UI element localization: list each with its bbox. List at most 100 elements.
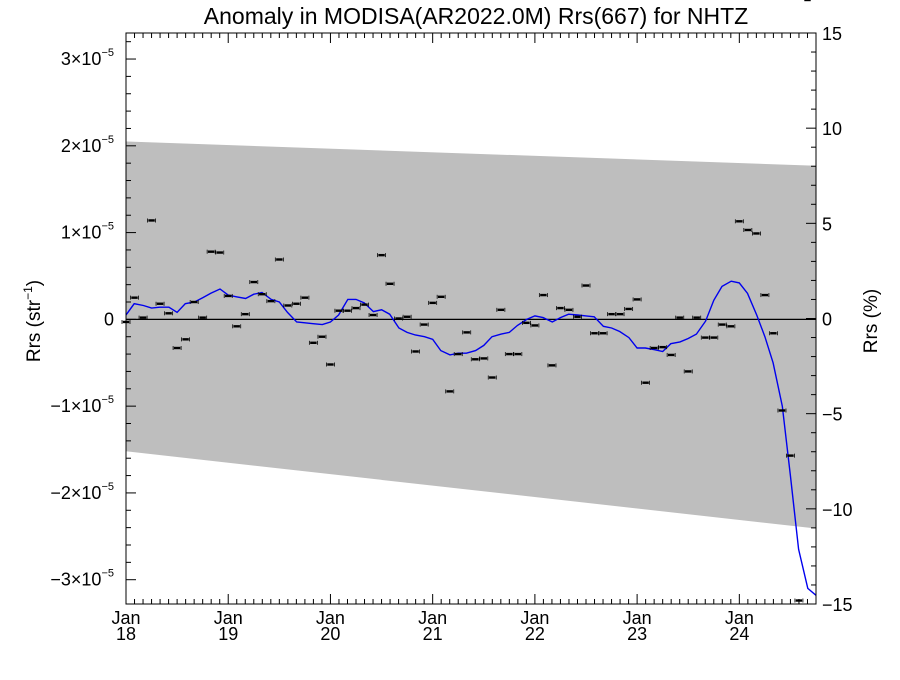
data-point-19 [283,303,293,308]
smoothed-line [125,280,817,596]
y-tick-label-times: ×10 [71,483,102,503]
x-tick-label-month: Jan [316,608,345,628]
data-point-15 [249,280,259,285]
y-tick-label-right: 0 [822,310,832,330]
data-point-3 [147,218,156,223]
data-point-32 [394,316,404,321]
data-point-38 [445,389,455,394]
x-tick-label-year: 20 [320,624,340,644]
data-point-47 [522,320,531,325]
y-tick-label-right: 15 [822,24,842,44]
data-point-18 [274,257,284,262]
data-point-17 [266,299,276,304]
y-tick-label-mantissa: 0 [104,309,114,329]
y-tick-label-mantissa: 1 [61,223,71,243]
data-point-62 [649,346,659,351]
y-tick-label-mantissa: −2 [50,483,71,503]
data-point-43 [487,375,497,380]
y-tick-label-right: −5 [822,405,843,425]
data-point-37 [436,294,446,299]
data-point-24 [326,362,335,367]
monthly-points-layer [121,0,811,603]
data-point-13 [232,324,242,329]
data-point-33 [402,314,412,319]
data-point-76 [768,331,778,336]
x-tick-label-year: 24 [729,624,749,644]
x-tick-label-month: Jan [725,608,754,628]
data-point-25 [334,308,344,313]
y-tick-label-right: 5 [822,214,832,234]
y-tick-label-mantissa: −3 [50,570,71,590]
data-point-5 [164,311,174,316]
uncertainty-band-layer [126,141,816,529]
data-point-14 [240,312,250,317]
y-axis-left-label-close: ) [24,280,45,286]
x-tick-label-year: 22 [525,624,545,644]
data-point-12 [223,293,233,298]
y-tick-label-left: −2×10−5 [50,481,114,503]
y-tick-label-mantissa: −1 [50,396,71,416]
y-axis-left-label-sup: −1 [21,286,35,300]
y-tick-label-left: −3×10−5 [50,568,114,590]
data-point-9 [198,315,208,320]
data-point-6 [172,346,182,351]
data-point-77 [777,408,787,413]
y-tick-label-times: ×10 [71,570,102,590]
y-tick-label-exponent: −5 [101,134,114,146]
y-tick-label-left: 2×10−5 [61,134,114,156]
y-tick-label-times: ×10 [71,223,102,243]
y-tick-label-left: 3×10−5 [61,47,114,69]
y-tick-label-exponent: −5 [101,221,114,233]
data-point-55 [590,331,599,336]
x-tick-label-month: Jan [214,608,243,628]
data-point-39 [453,352,463,357]
y-tick-label-exponent: −5 [101,481,114,493]
data-point-29 [368,313,378,318]
data-point-57 [607,312,616,317]
data-point-28 [360,302,369,307]
data-point-50 [547,363,557,368]
data-point-46 [513,352,523,357]
data-point-67 [692,315,702,320]
data-point-63 [658,345,668,350]
data-point-11 [215,250,225,255]
data-point-48 [530,323,540,328]
y-tick-label-left: −1×10−5 [50,394,114,416]
ticks-layer: Jan18Jan19Jan20Jan21Jan22Jan23Jan243×10−… [50,24,852,644]
data-point-30 [377,253,386,258]
data-point-23 [317,334,327,339]
y-tick-label-exponent: −5 [101,568,114,580]
data-point-34 [411,349,420,354]
y-tick-label-exponent: −5 [101,47,114,59]
y-tick-label-times: ×10 [71,136,102,156]
data-point-51 [556,306,565,311]
data-point-41 [470,357,480,362]
y-tick-label-right: 10 [822,119,842,139]
data-point-65 [675,315,685,320]
data-point-49 [538,293,548,298]
data-point-56 [598,331,608,336]
data-point-27 [351,306,361,311]
y-axis-right-label: Rrs (%) [861,289,882,353]
data-point-54 [581,283,591,288]
data-point-71 [726,324,736,329]
y-axis-left-label-base: Rrs (str [24,299,45,362]
x-tick-label-month: Jan [111,608,140,628]
data-point-52 [564,307,574,312]
uncertainty-band [126,141,816,529]
data-point-59 [624,306,634,311]
data-point-10 [206,249,216,254]
data-point-66 [683,369,693,374]
x-tick-label-month: Jan [623,608,652,628]
y-tick-label-left: 1×10−5 [61,221,114,243]
data-point-31 [385,281,395,286]
x-tick-label-month: Jan [418,608,447,628]
data-point-44 [496,307,506,312]
data-point-69 [709,335,719,340]
y-tick-label-times: ×10 [71,49,102,69]
data-point-7 [181,337,190,342]
data-point-64 [666,352,676,357]
data-point-8 [189,300,199,305]
y-tick-label-right: −15 [822,595,853,615]
